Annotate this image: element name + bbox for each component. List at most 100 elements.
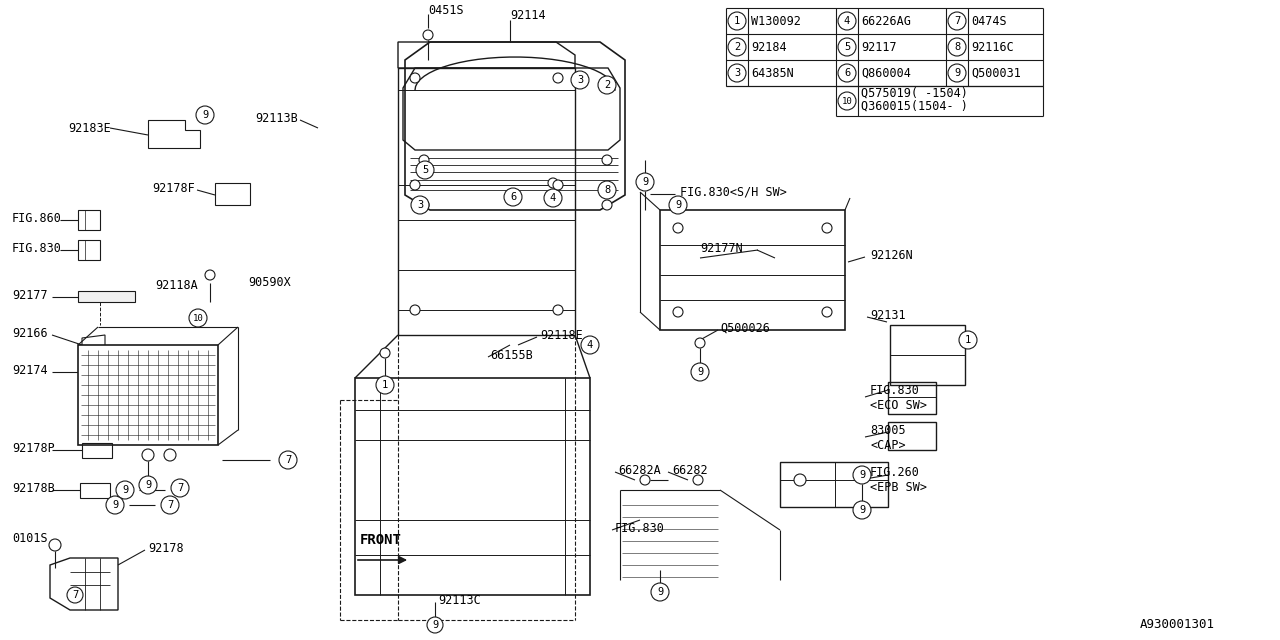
Circle shape	[416, 161, 434, 179]
Text: 0474S: 0474S	[972, 15, 1006, 28]
Circle shape	[838, 38, 856, 56]
Text: 10: 10	[842, 97, 852, 106]
Circle shape	[279, 451, 297, 469]
Text: 92183E: 92183E	[68, 122, 111, 134]
Text: 1: 1	[381, 380, 388, 390]
Circle shape	[838, 64, 856, 82]
Circle shape	[67, 587, 83, 603]
Circle shape	[728, 38, 746, 56]
Circle shape	[822, 307, 832, 317]
Circle shape	[410, 73, 420, 83]
Circle shape	[602, 200, 612, 210]
Circle shape	[673, 307, 684, 317]
Bar	[888, 422, 936, 450]
Circle shape	[49, 539, 61, 551]
Text: 9: 9	[111, 500, 118, 510]
Text: 9: 9	[122, 485, 128, 495]
Text: 6: 6	[844, 68, 850, 78]
Text: Q500031: Q500031	[972, 67, 1021, 79]
Text: 7: 7	[285, 455, 291, 465]
Text: 92177: 92177	[12, 289, 47, 301]
Text: <ECO SW>: <ECO SW>	[870, 399, 927, 412]
Text: 92116C: 92116C	[972, 40, 1014, 54]
Circle shape	[411, 196, 429, 214]
Text: 8: 8	[954, 42, 960, 52]
Circle shape	[598, 181, 616, 199]
Text: 3: 3	[733, 68, 740, 78]
Circle shape	[504, 188, 522, 206]
Text: Q575019( -1504): Q575019( -1504)	[861, 86, 968, 99]
Circle shape	[673, 223, 684, 233]
Text: 3: 3	[417, 200, 424, 210]
Text: 92113C: 92113C	[438, 593, 481, 607]
Text: 4: 4	[844, 16, 850, 26]
Circle shape	[140, 476, 157, 494]
Circle shape	[948, 12, 966, 30]
Circle shape	[548, 178, 558, 188]
Circle shape	[410, 180, 420, 190]
Text: 3: 3	[577, 75, 584, 85]
Circle shape	[838, 92, 856, 110]
Text: 92184: 92184	[751, 40, 787, 54]
Bar	[780, 462, 888, 507]
Circle shape	[553, 73, 563, 83]
Circle shape	[728, 64, 746, 82]
Circle shape	[410, 305, 420, 315]
Circle shape	[640, 475, 650, 485]
Bar	[78, 345, 218, 445]
Text: 92118A: 92118A	[155, 278, 197, 291]
Circle shape	[189, 309, 207, 327]
Text: 66282: 66282	[672, 463, 708, 477]
Text: 92178F: 92178F	[152, 182, 195, 195]
Text: 92118E: 92118E	[540, 328, 582, 342]
Text: 9: 9	[145, 480, 151, 490]
Text: 92113B: 92113B	[255, 111, 298, 125]
Text: FIG.260: FIG.260	[870, 465, 920, 479]
Text: FIG.830<S/H SW>: FIG.830<S/H SW>	[680, 186, 787, 198]
Circle shape	[822, 223, 832, 233]
Circle shape	[636, 173, 654, 191]
Text: 9: 9	[202, 110, 209, 120]
Text: <EPB SW>: <EPB SW>	[870, 481, 927, 493]
Circle shape	[553, 180, 563, 190]
Circle shape	[172, 479, 189, 497]
Text: 7: 7	[72, 590, 78, 600]
Text: 92131: 92131	[870, 308, 906, 321]
Text: 92178P: 92178P	[12, 442, 55, 454]
Circle shape	[106, 496, 124, 514]
Polygon shape	[78, 291, 134, 302]
Text: Q360015(1504- ): Q360015(1504- )	[861, 99, 968, 113]
Circle shape	[571, 71, 589, 89]
Circle shape	[116, 481, 134, 499]
Circle shape	[852, 466, 870, 484]
Text: 92178: 92178	[148, 541, 183, 554]
Circle shape	[419, 155, 429, 165]
Circle shape	[948, 38, 966, 56]
Text: <CAP>: <CAP>	[870, 438, 906, 451]
Bar	[888, 382, 936, 414]
Text: 83005: 83005	[870, 424, 906, 436]
Circle shape	[380, 348, 390, 358]
Text: 7: 7	[177, 483, 183, 493]
Text: 5: 5	[422, 165, 428, 175]
Circle shape	[598, 76, 616, 94]
Text: A930001301: A930001301	[1140, 618, 1215, 632]
Text: FIG.860: FIG.860	[12, 211, 61, 225]
Circle shape	[695, 338, 705, 348]
Circle shape	[422, 30, 433, 40]
Text: 5: 5	[844, 42, 850, 52]
Text: 9: 9	[641, 177, 648, 187]
Text: 9: 9	[859, 505, 865, 515]
Circle shape	[161, 496, 179, 514]
Circle shape	[205, 270, 215, 280]
Bar	[660, 210, 845, 330]
Text: Q500026: Q500026	[721, 321, 769, 335]
Circle shape	[838, 12, 856, 30]
Text: 7: 7	[954, 16, 960, 26]
Text: 9: 9	[859, 470, 865, 480]
Text: 7: 7	[166, 500, 173, 510]
Text: 6: 6	[509, 192, 516, 202]
Text: 1: 1	[965, 335, 972, 345]
Circle shape	[419, 200, 429, 210]
Text: Q860004: Q860004	[861, 67, 911, 79]
